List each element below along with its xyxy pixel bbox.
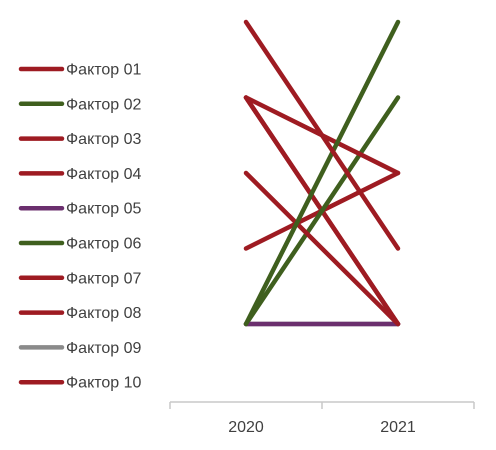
series-layer — [243, 19, 401, 327]
x-tick-label-2020: 2020 — [228, 419, 264, 436]
legend-item-8: Фактор 08 — [18, 305, 142, 322]
legend-label: Фактор 08 — [66, 305, 142, 322]
legend-label: Фактор 09 — [66, 340, 142, 357]
legend-label: Фактор 02 — [66, 96, 142, 113]
legend-label: Фактор 01 — [66, 62, 142, 79]
series-line-1 — [243, 19, 401, 251]
x-axis: 2020 2021 — [169, 401, 475, 436]
legend-item-4: Фактор 04 — [18, 166, 142, 183]
legend-label: Фактор 04 — [66, 166, 142, 183]
legend-item-6: Фактор 06 — [18, 236, 142, 253]
legend-label: Фактор 06 — [66, 236, 142, 253]
series-line-2 — [243, 19, 401, 327]
legend-label: Фактор 05 — [66, 201, 142, 218]
series-line-6 — [243, 95, 401, 327]
legend-label: Фактор 10 — [66, 375, 142, 392]
legend-item-1: Фактор 01 — [18, 62, 142, 79]
legend-item-3: Фактор 03 — [18, 131, 142, 148]
legend-label: Фактор 07 — [66, 270, 142, 287]
series-line-4 — [243, 170, 401, 327]
x-tick-label-2021: 2021 — [380, 419, 416, 436]
legend-item-2: Фактор 02 — [18, 96, 142, 113]
legend-item-5: Фактор 05 — [18, 201, 142, 218]
legend: Фактор 01 Фактор 02 Фактор 03 Фактор 04 Факт… — [18, 62, 142, 392]
legend-item-10: Фактор 10 — [18, 375, 142, 392]
legend-item-7: Фактор 07 — [18, 270, 142, 287]
legend-item-9: Фактор 09 — [18, 340, 142, 357]
legend-label: Фактор 03 — [66, 131, 142, 148]
